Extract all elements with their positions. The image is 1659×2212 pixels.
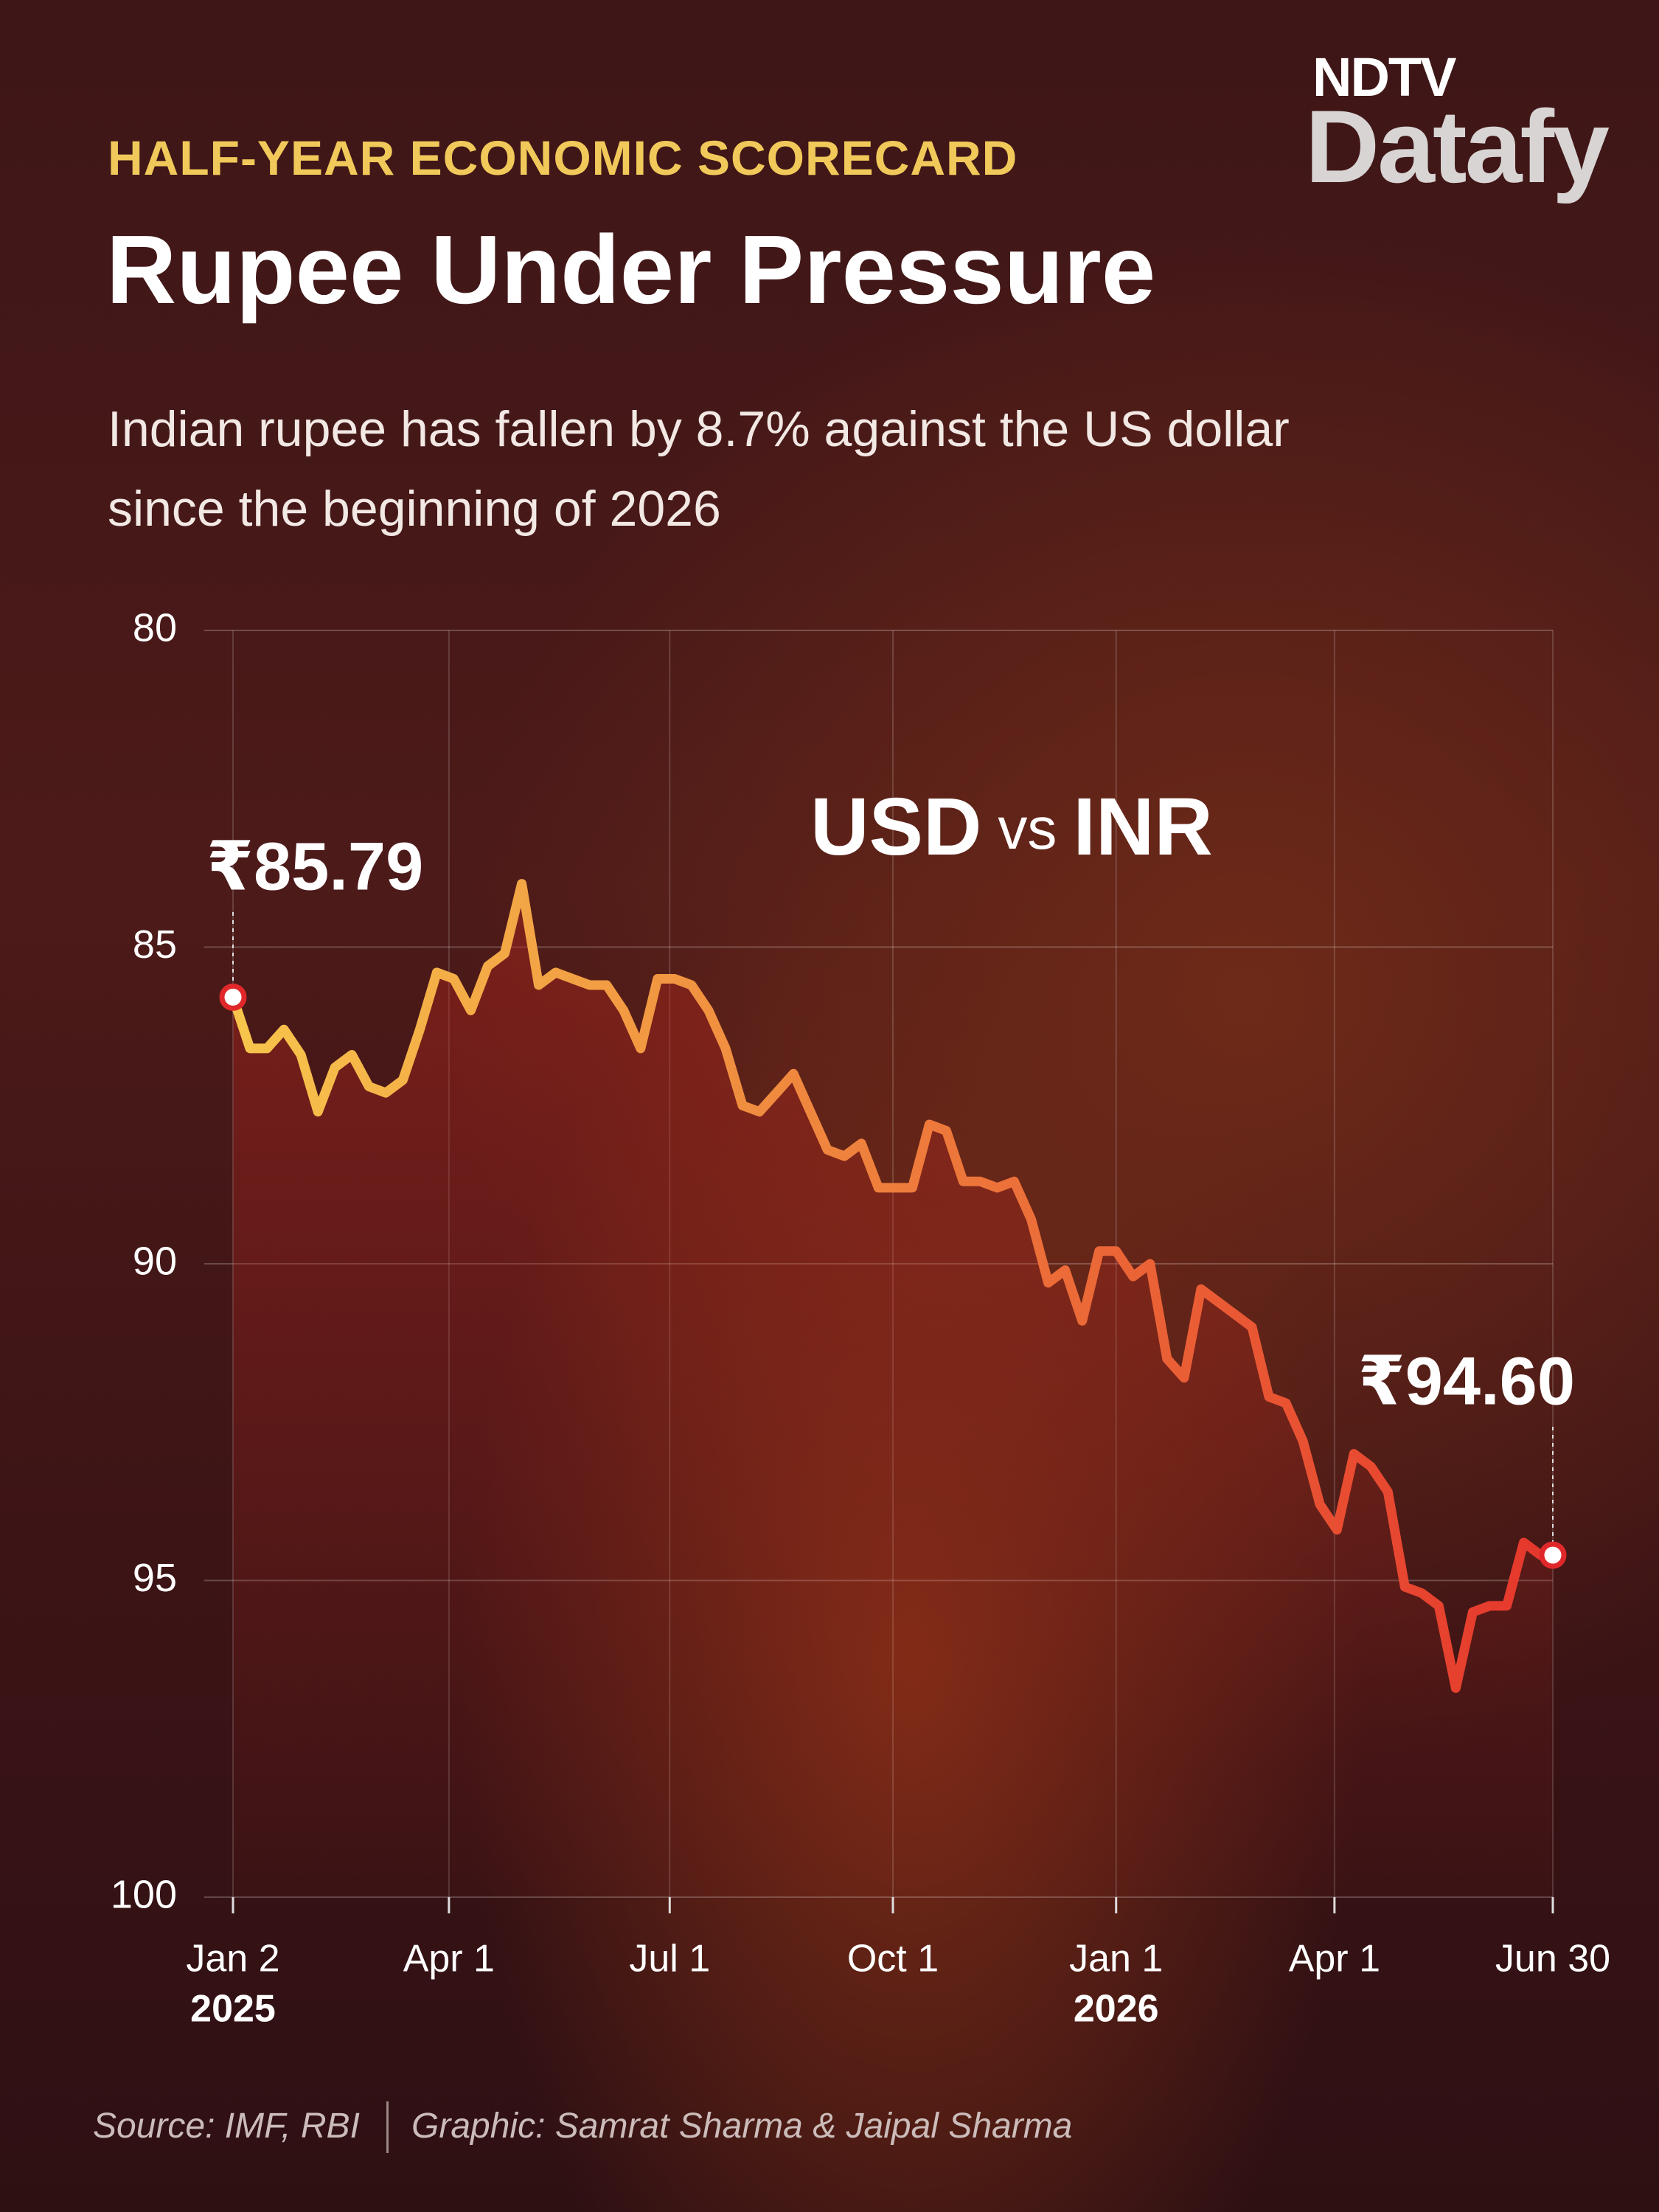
x-tick-label: Oct 1 — [847, 1938, 939, 1980]
credit: Graphic: Samrat Sharma & Jaipal Sharma — [411, 2107, 1073, 2146]
inner-title-part: INR — [1073, 782, 1212, 872]
x-tick-label: Jan 1 — [1069, 1938, 1163, 1980]
x-tick-label: Jul 1 — [629, 1938, 710, 1980]
annotation: ₹94.60 — [1358, 1343, 1575, 1419]
annotation: ₹85.79 — [206, 829, 423, 904]
inner-title-part: vs — [998, 796, 1057, 861]
x-tick-label: Jun 30 — [1495, 1938, 1610, 1980]
kicker: HALF-YEAR ECONOMIC SCORECARD — [108, 131, 1018, 185]
separator — [386, 2101, 389, 2153]
x-year-label: 2026 — [1074, 1988, 1159, 2031]
subtitle: Indian rupee has fallen by 8.7% against … — [108, 401, 1290, 537]
area-fill — [233, 883, 1553, 1897]
y-tick-label: 95 — [133, 1556, 177, 1600]
end-point — [219, 983, 247, 1011]
y-tick-label: 85 — [133, 922, 177, 967]
y-tick-label: 90 — [133, 1239, 177, 1283]
y-tick-label: 100 — [111, 1872, 177, 1916]
line — [228, 879, 1558, 1693]
source: Source: IMF, RBI — [93, 2107, 360, 2146]
x-tick-label: Apr 1 — [403, 1938, 495, 1980]
logo-bottom: Datafy — [1305, 88, 1610, 204]
y-tick-label: 80 — [133, 605, 177, 650]
logo-top: NDTV — [1312, 46, 1456, 108]
x-year-label: 2025 — [190, 1988, 276, 2031]
inner-title-part: USD — [810, 782, 981, 872]
title: Rupee Under Pressure — [106, 215, 1156, 324]
x-tick-label: Apr 1 — [1289, 1938, 1380, 1980]
inner-title: USD vs INR — [810, 782, 1213, 872]
x-tick-label: Jan 2 — [186, 1938, 279, 1980]
end-point — [1539, 1541, 1567, 1569]
